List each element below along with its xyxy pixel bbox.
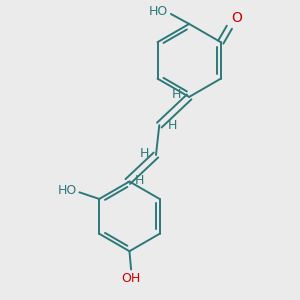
- Text: HO: HO: [57, 184, 77, 197]
- Text: O: O: [231, 11, 242, 25]
- Text: OH: OH: [122, 272, 141, 285]
- Text: HO: HO: [149, 5, 168, 18]
- Text: H: H: [139, 147, 149, 160]
- Text: H: H: [135, 174, 144, 188]
- Text: H: H: [168, 118, 177, 132]
- Text: H: H: [172, 88, 181, 101]
